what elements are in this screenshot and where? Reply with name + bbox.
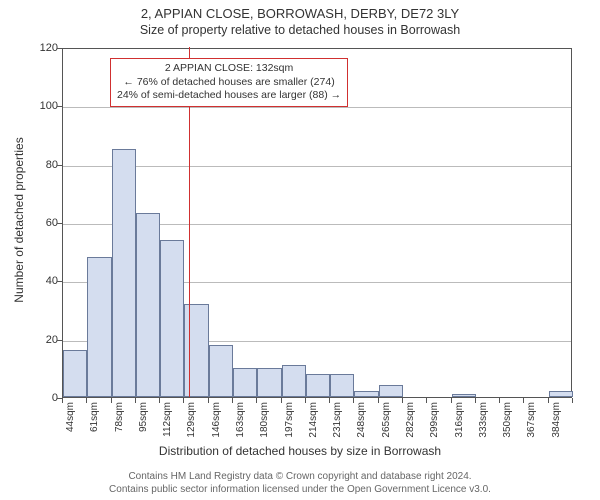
x-tick-mark (451, 398, 452, 403)
annotation-line-1: 2 APPIAN CLOSE: 132sqm (117, 62, 341, 76)
x-tick-mark (572, 398, 573, 403)
x-tick-label: 112sqm (162, 402, 173, 437)
histogram-bar (549, 391, 573, 397)
x-tick-mark (499, 398, 500, 403)
x-tick-mark (548, 398, 549, 403)
page-subtitle: Size of property relative to detached ho… (0, 21, 600, 37)
histogram-bar (282, 365, 306, 397)
x-tick-label: 61sqm (89, 402, 100, 432)
y-tick-mark (57, 106, 62, 107)
footer-line-1: Contains HM Land Registry data © Crown c… (0, 471, 600, 484)
x-tick-label: 214sqm (308, 402, 319, 438)
x-tick-label: 282sqm (405, 402, 416, 438)
x-tick-label: 197sqm (284, 402, 295, 438)
histogram-bar (112, 149, 136, 397)
x-tick-label: 180sqm (259, 402, 270, 438)
annotation-line-3: 24% of semi-detached houses are larger (… (117, 89, 341, 103)
x-tick-label: 350sqm (502, 402, 513, 438)
y-tick-mark (57, 340, 62, 341)
histogram-bar (136, 213, 160, 397)
x-tick-mark (208, 398, 209, 403)
x-tick-mark (305, 398, 306, 403)
y-tick-mark (57, 165, 62, 166)
x-tick-label: 265sqm (381, 402, 392, 438)
histogram-bar (63, 350, 87, 397)
x-tick-mark (183, 398, 184, 403)
x-tick-label: 367sqm (526, 402, 537, 438)
x-tick-mark (135, 398, 136, 403)
histogram-bar (330, 374, 354, 397)
y-tick-mark (57, 223, 62, 224)
y-tick-mark (57, 48, 62, 49)
x-tick-mark (475, 398, 476, 403)
x-tick-label: 146sqm (211, 402, 222, 438)
x-tick-mark (426, 398, 427, 403)
x-tick-mark (281, 398, 282, 403)
histogram-bar (379, 385, 403, 397)
x-tick-label: 231sqm (332, 402, 343, 438)
x-tick-mark (378, 398, 379, 403)
y-tick-label: 80 (28, 159, 58, 171)
y-tick-mark (57, 281, 62, 282)
x-tick-label: 316sqm (454, 402, 465, 438)
page-title: 2, APPIAN CLOSE, BORROWASH, DERBY, DE72 … (0, 0, 600, 21)
grid-line (63, 166, 571, 167)
y-tick-label: 60 (28, 217, 58, 229)
x-tick-mark (353, 398, 354, 403)
y-tick-label: 20 (28, 334, 58, 346)
x-axis-label: Distribution of detached houses by size … (0, 444, 600, 458)
x-tick-label: 129sqm (186, 402, 197, 438)
histogram-bar (354, 391, 378, 397)
histogram-bar (160, 240, 184, 398)
x-tick-label: 163sqm (235, 402, 246, 438)
chart-container: 2, APPIAN CLOSE, BORROWASH, DERBY, DE72 … (0, 0, 600, 500)
y-tick-label: 40 (28, 275, 58, 287)
histogram-bar (452, 394, 476, 397)
histogram-bar (306, 374, 330, 397)
histogram-bar (209, 345, 233, 398)
x-tick-mark (402, 398, 403, 403)
x-tick-mark (256, 398, 257, 403)
x-tick-mark (159, 398, 160, 403)
x-tick-mark (111, 398, 112, 403)
y-tick-label: 100 (28, 100, 58, 112)
annotation-line-2: ← 76% of detached houses are smaller (27… (117, 76, 341, 90)
x-tick-mark (232, 398, 233, 403)
x-tick-label: 95sqm (138, 402, 149, 432)
histogram-bar (87, 257, 111, 397)
x-tick-label: 78sqm (114, 402, 125, 432)
annotation-box: 2 APPIAN CLOSE: 132sqm ← 76% of detached… (110, 58, 348, 107)
x-tick-label: 384sqm (551, 402, 562, 438)
histogram-bar (257, 368, 281, 397)
grid-line (63, 107, 571, 108)
x-tick-mark (62, 398, 63, 403)
histogram-bar (233, 368, 257, 397)
y-tick-label: 0 (28, 392, 58, 404)
x-tick-mark (329, 398, 330, 403)
x-tick-mark (86, 398, 87, 403)
x-tick-mark (523, 398, 524, 403)
footer-line-2: Contains public sector information licen… (0, 484, 600, 497)
footer-attribution: Contains HM Land Registry data © Crown c… (0, 471, 600, 496)
x-tick-label: 44sqm (65, 402, 76, 432)
x-tick-label: 333sqm (478, 402, 489, 438)
x-tick-label: 299sqm (429, 402, 440, 438)
x-tick-label: 248sqm (356, 402, 367, 438)
y-tick-label: 120 (28, 42, 58, 54)
